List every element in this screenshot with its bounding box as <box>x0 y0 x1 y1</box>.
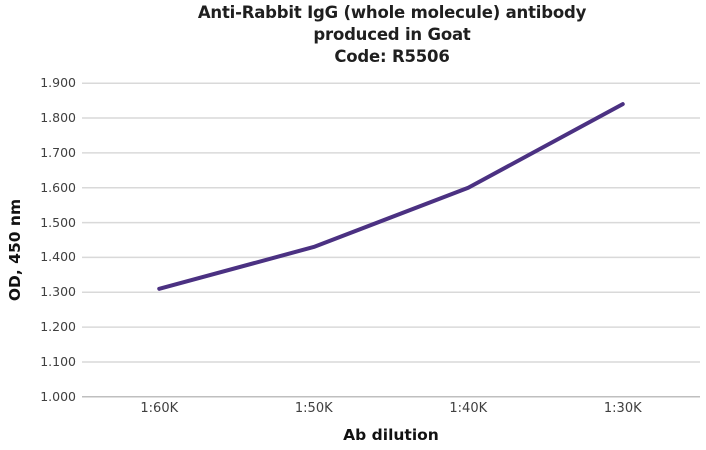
x-axis-title: Ab dilution <box>343 426 439 444</box>
y-tick-label: 1.400 <box>40 249 76 265</box>
y-tick-label: 1.200 <box>40 319 76 335</box>
y-tick-label: 1.900 <box>40 75 76 91</box>
y-tick-label: 1.600 <box>40 179 76 195</box>
y-tick-label: 1.000 <box>40 388 76 404</box>
od-series-line <box>157 102 625 291</box>
y-tick-label: 1.500 <box>40 214 76 230</box>
y-tick-label: 1.700 <box>40 144 76 160</box>
x-tick-label: 1:60K <box>140 401 179 416</box>
y-tick-label: 1.800 <box>40 110 76 126</box>
chart-title-line-1: Anti-Rabbit IgG (whole molecule) antibod… <box>197 3 587 22</box>
x-tick-label: 1:50K <box>294 401 333 416</box>
x-tick-label: 1:30K <box>603 401 642 416</box>
y-tick-label: 1.300 <box>40 284 76 300</box>
chart-title: Anti-Rabbit IgG (whole molecule) antibod… <box>84 2 700 68</box>
x-tick-label: 1:40K <box>449 401 488 416</box>
y-tick-label: 1.100 <box>40 353 76 369</box>
chart-title-line-3: Code: R5506 <box>334 47 450 66</box>
chart-title-line-2: produced in Goat <box>313 25 471 44</box>
